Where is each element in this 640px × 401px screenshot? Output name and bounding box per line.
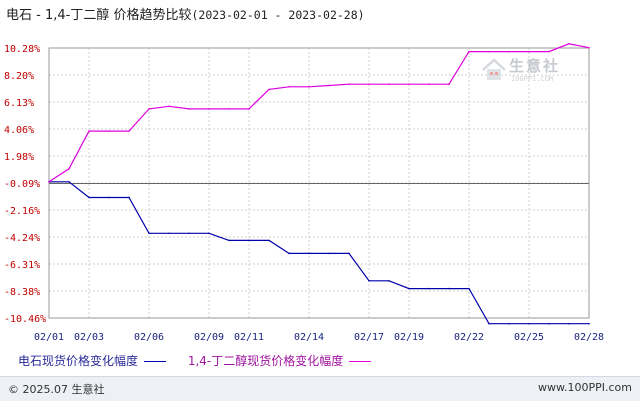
legend-label-calcium-carbide: 电石现货价格变化幅度 bbox=[18, 354, 139, 368]
data-point bbox=[128, 130, 130, 132]
data-point bbox=[148, 108, 150, 110]
data-point bbox=[188, 108, 190, 110]
data-point bbox=[548, 50, 550, 53]
data-point bbox=[588, 322, 590, 325]
series-line-calcium-carbide bbox=[49, 181, 589, 325]
watermark-text: 生意社 bbox=[509, 57, 561, 75]
y-tick-label: 1.98% bbox=[4, 152, 34, 163]
data-point bbox=[248, 239, 250, 242]
data-point bbox=[248, 108, 250, 110]
data-point bbox=[48, 181, 50, 183]
data-point bbox=[308, 252, 310, 255]
data-point bbox=[308, 85, 310, 88]
data-point bbox=[208, 108, 210, 110]
data-point bbox=[428, 83, 430, 85]
x-tick-label: 02/06 bbox=[134, 332, 164, 343]
y-tick-label: 8.20% bbox=[4, 71, 34, 82]
data-point bbox=[148, 232, 150, 235]
data-point bbox=[88, 196, 90, 199]
legend-item-bdo: 1,4-丁二醇现货价格变化幅度 bbox=[187, 352, 372, 369]
data-point bbox=[508, 322, 510, 325]
x-tick-label: 02/14 bbox=[294, 332, 324, 343]
y-tick-label: -2.16% bbox=[4, 206, 40, 217]
data-point bbox=[68, 168, 70, 170]
data-point bbox=[488, 322, 490, 325]
data-point bbox=[368, 83, 370, 85]
data-point bbox=[528, 322, 530, 325]
data-point bbox=[468, 50, 470, 53]
data-point bbox=[88, 130, 90, 132]
y-tick-label: 6.13% bbox=[4, 98, 34, 109]
watermark: 生意社 100PPI.COM bbox=[481, 55, 576, 89]
y-tick-label: 10.28% bbox=[4, 44, 40, 55]
footer-site-link[interactable]: www.100PPI.com bbox=[538, 381, 632, 394]
data-point bbox=[208, 232, 210, 235]
x-tick-label: 02/09 bbox=[194, 332, 224, 343]
y-tick-label: -4.24% bbox=[4, 233, 40, 244]
x-tick-label: 02/03 bbox=[74, 332, 104, 343]
x-tick-label: 02/17 bbox=[354, 332, 384, 343]
data-point bbox=[108, 196, 110, 199]
data-point bbox=[588, 46, 590, 49]
x-tick-label: 02/22 bbox=[454, 332, 484, 343]
data-point bbox=[288, 85, 290, 88]
data-point bbox=[68, 181, 70, 183]
x-tick-label: 02/19 bbox=[394, 332, 424, 343]
footer-bar: © 2025.07 生意社 www.100PPI.com bbox=[0, 376, 640, 401]
data-point bbox=[328, 252, 330, 255]
legend: 电石现货价格变化幅度 1,4-丁二醇现货价格变化幅度 bbox=[18, 352, 389, 369]
chart-title-range: (2023-02-01 - 2023-02-28) bbox=[191, 8, 365, 22]
series-layer bbox=[48, 43, 590, 325]
x-tick-label: 02/01 bbox=[34, 332, 64, 343]
data-point bbox=[508, 50, 510, 53]
house-logo-icon bbox=[482, 58, 506, 80]
x-tick-label: 02/11 bbox=[234, 332, 264, 343]
data-point bbox=[448, 287, 450, 290]
data-point bbox=[468, 287, 470, 290]
data-point bbox=[108, 130, 110, 132]
y-tick-label: 4.06% bbox=[4, 125, 34, 136]
y-tick-label: -10.46% bbox=[4, 314, 46, 325]
x-tick-label: 02/25 bbox=[514, 332, 544, 343]
data-point bbox=[268, 88, 270, 91]
legend-label-bdo: 1,4-丁二醇现货价格变化幅度 bbox=[187, 354, 344, 368]
data-point bbox=[348, 252, 350, 255]
data-point bbox=[168, 232, 170, 235]
data-point bbox=[228, 108, 230, 110]
y-tick-label: -8.38% bbox=[4, 287, 40, 298]
y-axis-ticks: 10.28% 8.20% 6.13% 4.06% 1.98% -0.09% -2.16% -4… bbox=[4, 44, 46, 325]
legend-swatch-bdo bbox=[349, 361, 372, 362]
legend-swatch-calcium-carbide bbox=[144, 361, 167, 362]
chart-title: 电石 - 1,4-丁二醇 价格趋势比较(2023-02-01 - 2023-02… bbox=[6, 4, 365, 23]
data-point bbox=[228, 239, 230, 242]
data-point bbox=[488, 50, 490, 53]
data-point bbox=[288, 252, 290, 255]
x-axis-ticks: 02/01 02/03 02/06 02/09 02/11 02/14 02/17 02/19… bbox=[34, 332, 604, 343]
data-point bbox=[368, 279, 370, 282]
data-point bbox=[328, 84, 330, 87]
data-point bbox=[568, 322, 570, 325]
data-point bbox=[348, 83, 350, 85]
data-point bbox=[388, 279, 390, 282]
data-point bbox=[408, 287, 410, 290]
data-point bbox=[168, 105, 170, 108]
data-point bbox=[188, 232, 190, 235]
watermark-url: 100PPI.COM bbox=[511, 75, 554, 83]
y-tick-label: -6.31% bbox=[4, 260, 40, 271]
data-point bbox=[388, 83, 390, 85]
y-tick-label: -0.09% bbox=[4, 179, 40, 190]
data-point bbox=[448, 83, 450, 85]
data-point bbox=[568, 43, 570, 45]
series-line-bdo bbox=[48, 43, 590, 183]
data-point bbox=[548, 322, 550, 325]
data-point bbox=[268, 239, 270, 242]
data-point bbox=[428, 287, 430, 290]
data-point bbox=[408, 83, 410, 85]
x-tick-label: 02/28 bbox=[574, 332, 604, 343]
footer-copyright: © 2025.07 生意社 bbox=[8, 383, 105, 396]
data-point bbox=[128, 196, 130, 199]
chart-title-main: 电石 - 1,4-丁二醇 价格趋势比较 bbox=[6, 8, 192, 23]
legend-item-calcium-carbide: 电石现货价格变化幅度 bbox=[18, 352, 167, 369]
data-point bbox=[528, 50, 530, 53]
